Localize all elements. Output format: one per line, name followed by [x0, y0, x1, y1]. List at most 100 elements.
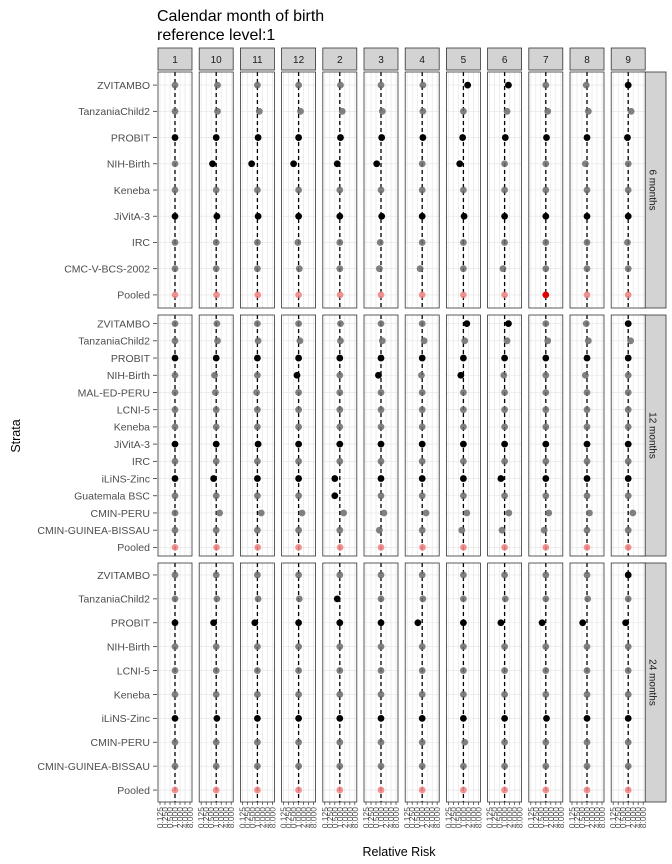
rr-point [542, 320, 550, 328]
facet-12-months-1 [157, 314, 193, 557]
stratum-label: TanzaniaChild2 [78, 106, 150, 118]
rr-point [460, 440, 467, 448]
rr-point [460, 239, 467, 246]
rr-point [295, 492, 302, 500]
rr-point [460, 714, 467, 722]
x-tick-label: 0.125 [237, 807, 247, 829]
rr-point [377, 643, 385, 651]
facet-border [157, 71, 193, 309]
rr-point [501, 457, 508, 465]
rr-point [624, 354, 632, 362]
rr-point [253, 389, 261, 396]
rr-point [501, 291, 508, 299]
x-tick-label: 0.500 [577, 807, 587, 829]
rr-point [212, 457, 220, 465]
rr-point [376, 239, 384, 246]
x-tick-label: 1.000 [458, 807, 468, 829]
rr-point [377, 406, 385, 414]
rr-point [336, 212, 344, 220]
stratum-label: iLiNS-Zinc [102, 473, 150, 485]
rr-point [295, 714, 302, 722]
x-tick-label: 1.000 [252, 807, 262, 829]
rr-point [460, 423, 467, 431]
facet-border [363, 71, 399, 309]
rr-point [501, 543, 508, 551]
rr-point [540, 526, 548, 534]
x-tick-label: 1.000 [417, 807, 427, 829]
rr-point [295, 457, 302, 465]
rr-point [212, 406, 220, 414]
rr-point [418, 212, 426, 220]
rr-point [336, 457, 344, 465]
rr-point [295, 667, 302, 674]
rr-point [582, 320, 590, 328]
rr-point [622, 619, 630, 627]
x-tick-label: 0.500 [289, 807, 299, 829]
rr-point [212, 239, 220, 246]
rr-point [213, 212, 221, 220]
x-tick-label: 2.000 [216, 807, 226, 829]
column-strip-label: 7 [543, 55, 549, 66]
rr-point [295, 212, 302, 220]
rr-point [501, 354, 508, 362]
stratum-label: LCNI-5 [117, 665, 150, 677]
facet-border [528, 71, 564, 309]
rr-point [501, 595, 509, 603]
rr-point [212, 738, 220, 746]
rr-point [212, 265, 220, 273]
rr-point [542, 160, 550, 168]
rr-point [542, 492, 550, 500]
x-tick-label: 0.125 [526, 807, 536, 829]
facet-12-months-5 [445, 314, 481, 557]
facet-border [404, 71, 440, 309]
x-tick-label: 0.250 [490, 807, 500, 829]
rr-point [377, 762, 385, 770]
rr-point [583, 526, 591, 534]
rr-point [336, 440, 344, 448]
stratum-label: CMC-V-BCS-2002 [64, 263, 150, 275]
facet-24-months-6 [487, 562, 523, 803]
rr-point [501, 786, 508, 794]
stratum-label: CMIN-GUINEA-BISSAU [37, 761, 150, 773]
rr-point [583, 265, 591, 273]
rr-point [501, 714, 508, 722]
rr-point [255, 107, 263, 115]
rr-point [501, 643, 508, 651]
rr-point [171, 571, 179, 579]
rr-point [583, 475, 591, 482]
x-tick-label: 2.000 [340, 807, 350, 829]
rr-point [624, 160, 632, 168]
rr-point [171, 492, 179, 500]
rr-point [460, 291, 467, 299]
rr-point [584, 337, 592, 345]
rr-point [171, 320, 179, 328]
rr-point [378, 337, 386, 345]
rr-point [624, 738, 632, 746]
rr-point [460, 389, 467, 396]
rr-point [586, 509, 593, 517]
rr-point [542, 354, 550, 362]
rr-point [336, 738, 344, 746]
facet-24-months-9 [610, 562, 646, 803]
rr-point [624, 595, 632, 603]
rr-point [212, 492, 220, 500]
rr-point [378, 107, 386, 115]
rr-point [624, 320, 632, 328]
stratum-label: TanzaniaChild2 [78, 336, 150, 348]
facet-12-months-11 [239, 314, 275, 557]
rr-point [583, 714, 591, 722]
column-strips: 1 10 11 12 2 3 4 5 6 7 8 9 [157, 47, 646, 71]
rr-point [418, 239, 426, 246]
rr-point [336, 186, 344, 194]
panel-6-months: 6 months ZVITAMBO TanzaniaChild2 PROBIT NIH-… [64, 71, 667, 309]
facet-12-months-7 [528, 314, 564, 557]
rr-point [583, 691, 591, 698]
stratum-label: LCNI-5 [117, 404, 150, 416]
x-tick-label: 4.000 [468, 807, 478, 829]
rr-point [290, 160, 297, 168]
rr-point [418, 667, 426, 674]
rr-point [583, 786, 591, 794]
facet-6-months-6 [487, 71, 523, 309]
rr-point [333, 595, 341, 603]
x-tick-label: 2.000 [381, 807, 391, 829]
